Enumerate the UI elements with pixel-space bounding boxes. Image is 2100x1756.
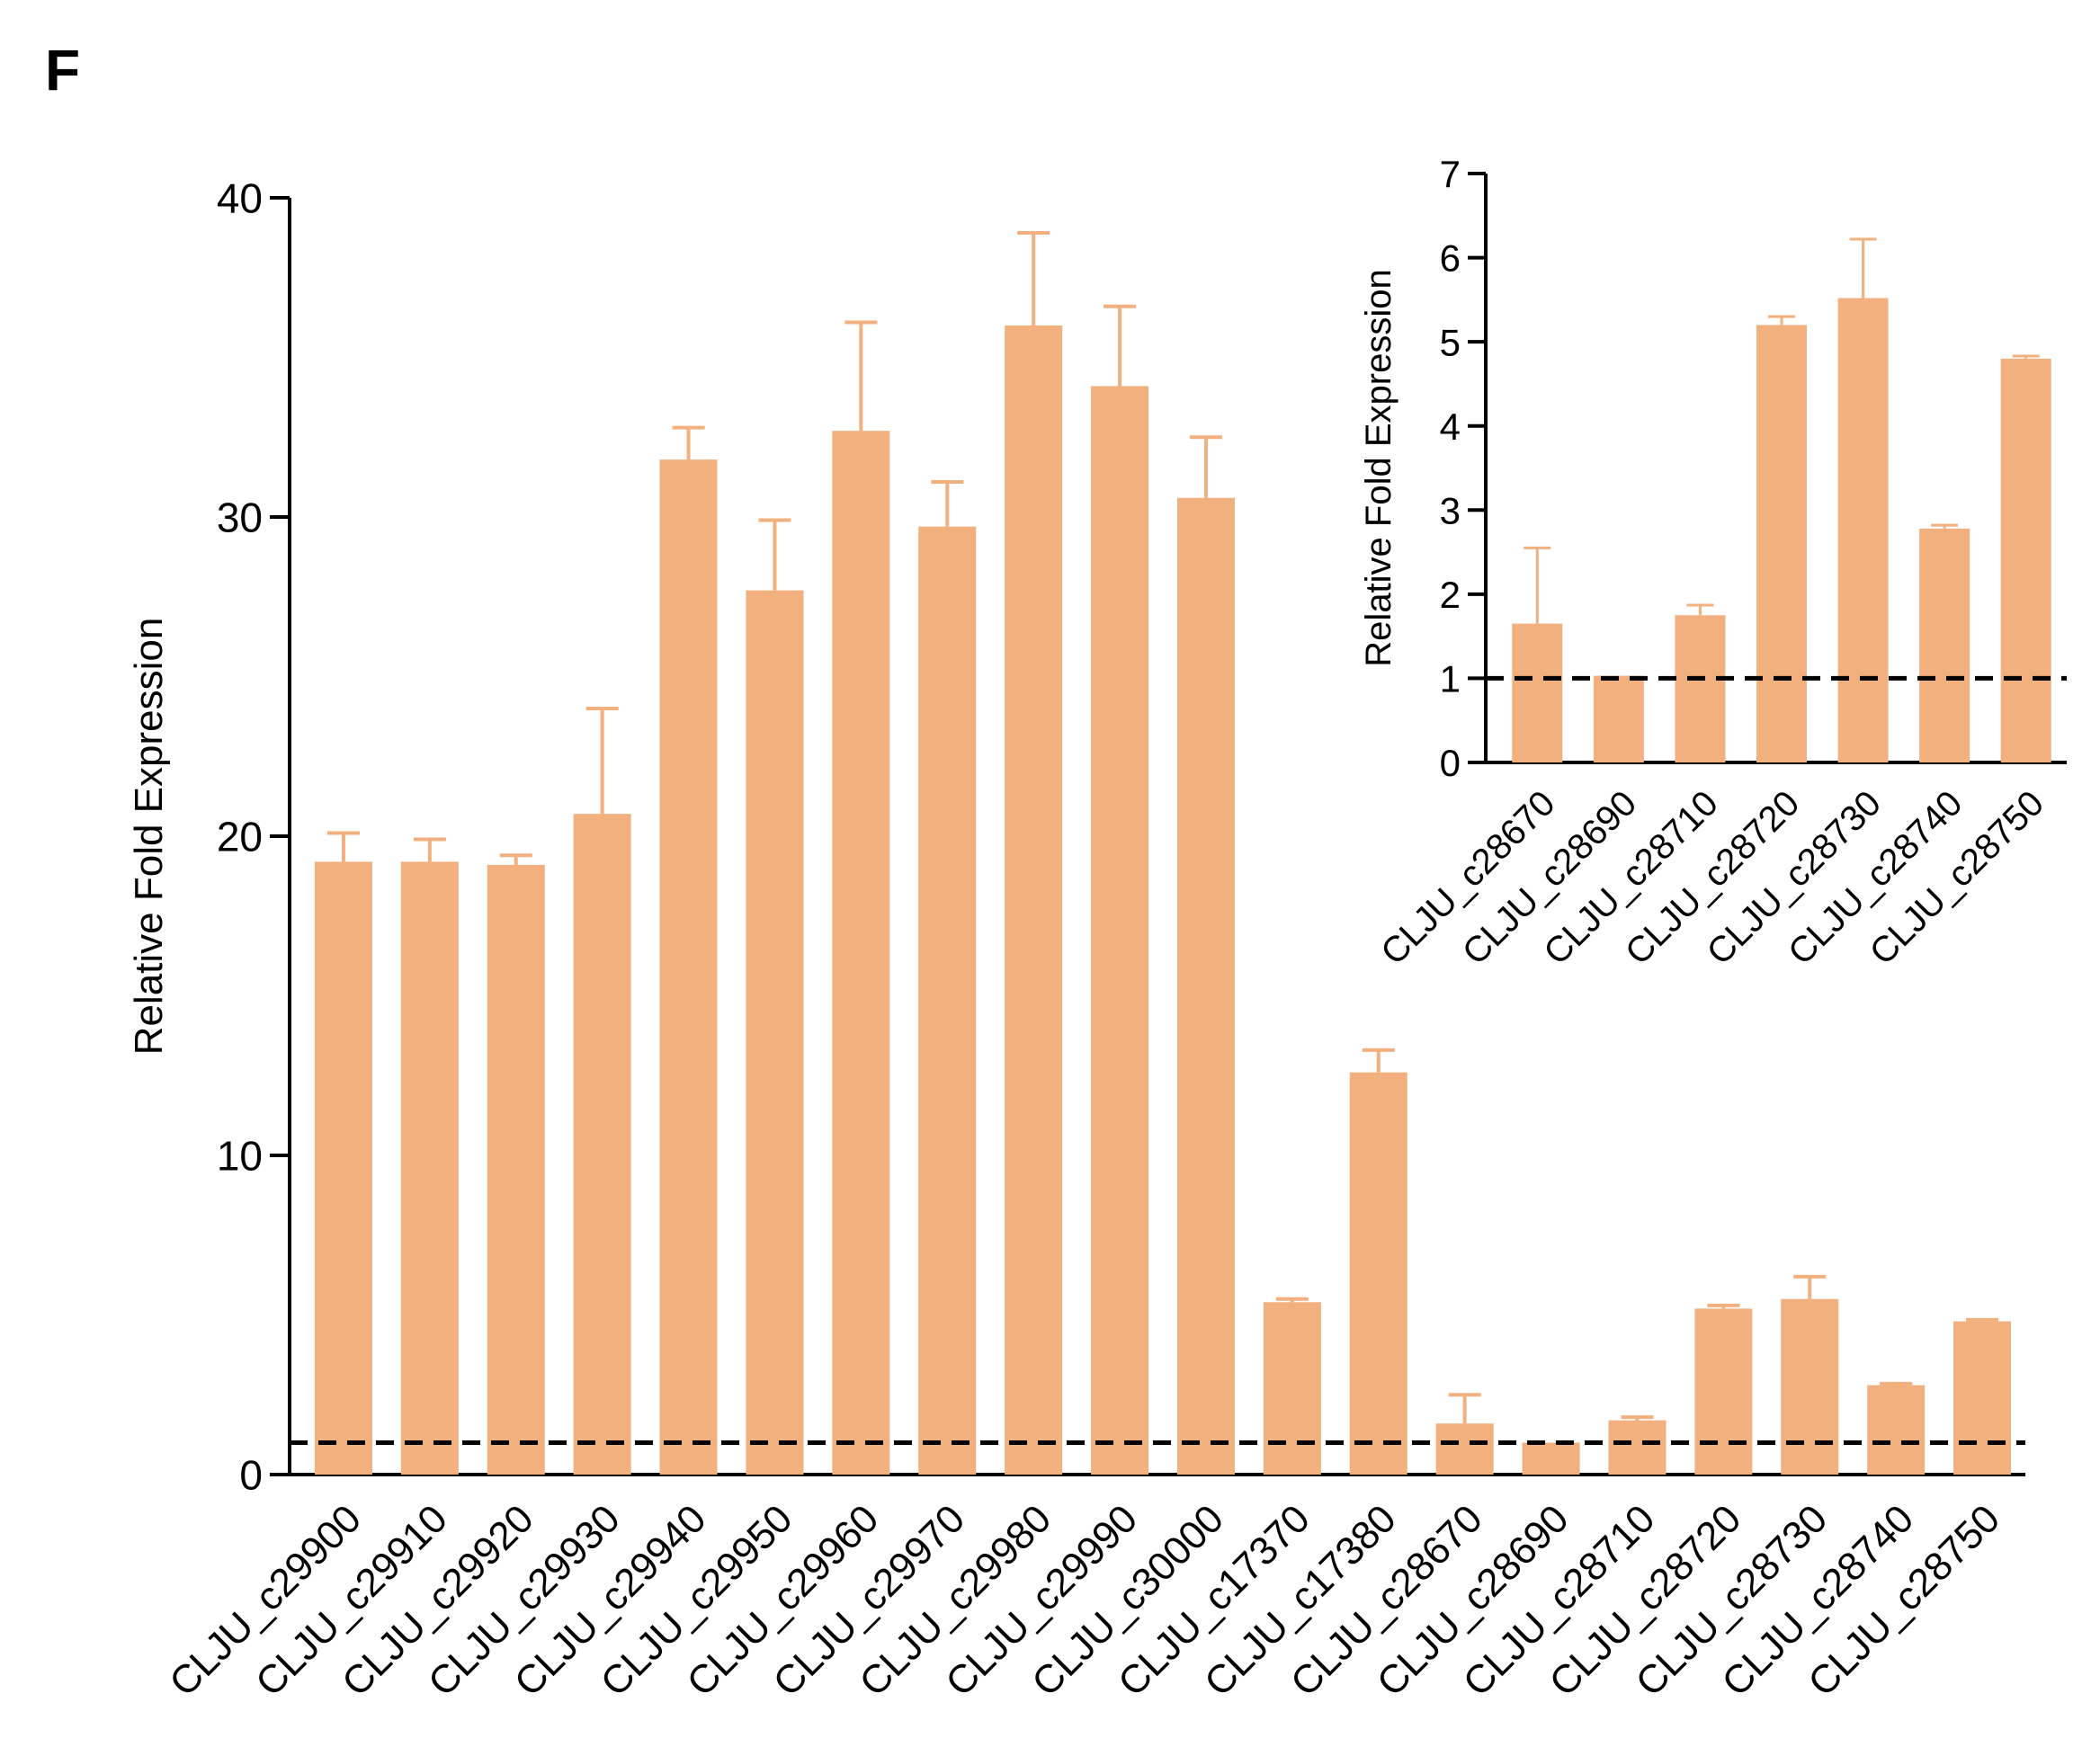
- bar: [314, 861, 372, 1475]
- y-tick-label: 20: [217, 814, 263, 860]
- bar: [1091, 386, 1149, 1475]
- bar: [1919, 528, 1970, 762]
- bar: [1263, 1302, 1321, 1475]
- bar: [1675, 615, 1726, 762]
- bar: [1522, 1442, 1580, 1475]
- bar: [1867, 1385, 1926, 1475]
- bar: [573, 814, 631, 1475]
- bar: [487, 864, 545, 1475]
- y-tick-label: 3: [1440, 489, 1461, 531]
- bar: [400, 861, 459, 1475]
- bar: [2000, 358, 2051, 762]
- y-tick-label: 6: [1440, 237, 1461, 280]
- y-tick-label: 4: [1440, 406, 1461, 448]
- bar: [659, 459, 718, 1475]
- bar: [918, 526, 977, 1475]
- y-tick-label: 0: [1440, 742, 1461, 784]
- bar: [1953, 1321, 2012, 1475]
- bar: [1837, 298, 1889, 762]
- y-axis-title: Relative Fold Expression: [127, 618, 171, 1056]
- bar: [1176, 497, 1235, 1475]
- y-tick-label: 1: [1440, 658, 1461, 700]
- bar: [1349, 1072, 1407, 1475]
- bar: [746, 590, 804, 1475]
- bar: [1694, 1308, 1753, 1475]
- y-tick-label: 30: [217, 495, 263, 541]
- y-tick-label: 2: [1440, 574, 1461, 616]
- y-tick-label: 7: [1440, 153, 1461, 195]
- y-tick-label: 40: [217, 175, 263, 222]
- bar: [1005, 325, 1063, 1475]
- bar: [1781, 1298, 1839, 1475]
- bar: [1512, 623, 1563, 762]
- bar: [1756, 325, 1807, 762]
- y-tick-label: 5: [1440, 321, 1461, 363]
- bar: [1593, 675, 1644, 762]
- bar: [1435, 1423, 1494, 1475]
- bar: [832, 431, 890, 1475]
- y-axis-title: Relative Fold Expression: [1359, 269, 1399, 666]
- y-tick-label: 10: [217, 1133, 263, 1180]
- y-tick-label: 0: [239, 1452, 263, 1499]
- panel-letter: F: [45, 38, 80, 103]
- bar: [1608, 1420, 1667, 1475]
